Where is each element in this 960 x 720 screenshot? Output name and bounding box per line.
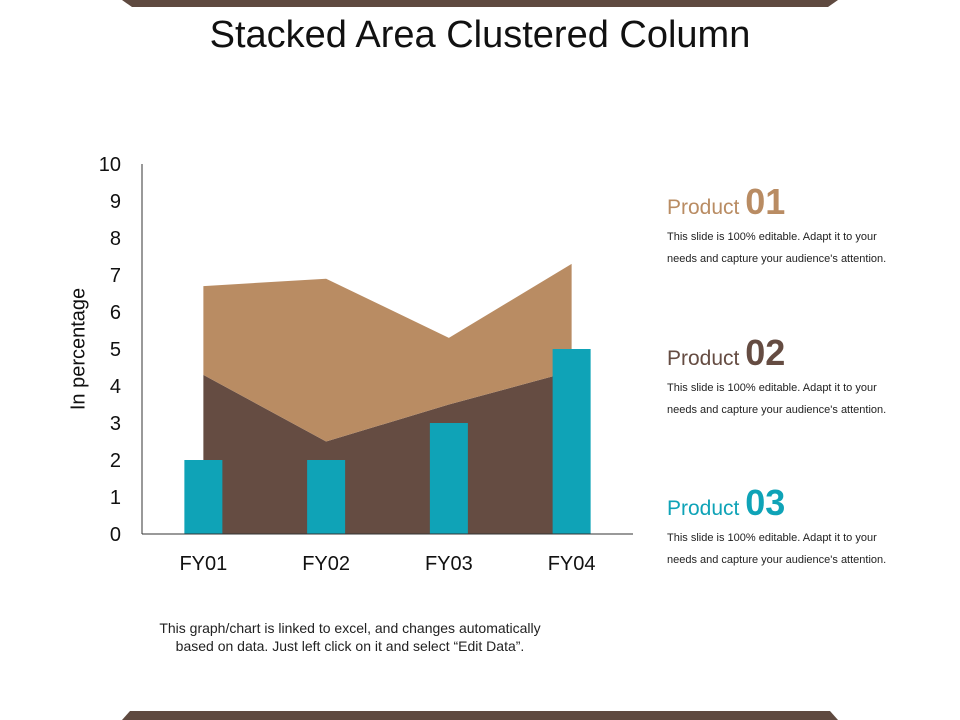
column-bar-fy03 (429, 423, 468, 534)
legend-description: This slide is 100% editable. Adapt it to… (667, 527, 947, 571)
legend-product-03: Product 03 This slide is 100% editable. … (667, 485, 947, 571)
x-tick-label: FY01 (179, 553, 227, 575)
y-tick-label: 2 (110, 450, 121, 472)
bottom-decorative-bar (122, 711, 838, 720)
x-tick-label: FY02 (302, 553, 350, 575)
legend-desc-line: needs and capture your audience's attent… (667, 554, 887, 566)
footnote-line: based on data. Just left click on it and… (175, 638, 525, 654)
legend-desc-line: needs and capture your audience's attent… (667, 253, 887, 265)
legend-desc-line: This slide is 100% editable. Adapt it to… (667, 382, 877, 394)
legend-word: Product (667, 497, 740, 520)
y-tick-label: 7 (110, 265, 121, 287)
top-decorative-bar (122, 0, 838, 7)
legend-product-02: Product 02 This slide is 100% editable. … (667, 335, 947, 421)
column-bar-fy04 (552, 349, 591, 534)
y-tick-label: 4 (110, 376, 121, 398)
legend-word: Product (667, 196, 740, 219)
y-tick-label: 5 (110, 339, 121, 361)
legend-number: 03 (745, 482, 786, 523)
y-tick-label: 1 (110, 487, 121, 509)
footnote-line: This graph/chart is linked to excel, and… (159, 620, 541, 636)
legend-number: 01 (745, 181, 786, 222)
legend-desc-line: needs and capture your audience's attent… (667, 404, 887, 416)
legend-heading: Product 01 (667, 184, 947, 226)
legend-description: This slide is 100% editable. Adapt it to… (667, 377, 947, 421)
legend-word: Product (667, 347, 740, 370)
y-tick-label: 10 (99, 154, 121, 176)
area-series-2 (203, 263, 572, 442)
area-series-1 (203, 371, 572, 534)
y-tick-label: 9 (110, 191, 121, 213)
y-tick-label: 6 (110, 302, 121, 324)
y-axis-label: In percentage (67, 287, 90, 411)
column-bar-fy01 (184, 460, 223, 534)
y-tick-label: 8 (110, 228, 121, 250)
legend-number: 02 (745, 332, 786, 373)
page-title: Stacked Area Clustered Column (209, 14, 751, 56)
x-tick-label: FY03 (425, 553, 473, 575)
x-tick-label: FY04 (548, 553, 596, 575)
column-bar-fy02 (307, 460, 346, 534)
legend-desc-line: This slide is 100% editable. Adapt it to… (667, 231, 877, 243)
legend-heading: Product 02 (667, 335, 947, 377)
footnote: This graph/chart is linked to excel, and… (110, 619, 590, 655)
legend-product-01: Product 01 This slide is 100% editable. … (667, 184, 947, 270)
y-tick-label: 3 (110, 413, 121, 435)
legend-description: This slide is 100% editable. Adapt it to… (667, 226, 947, 270)
y-tick-label: 0 (110, 524, 121, 546)
legend-heading: Product 03 (667, 485, 947, 527)
legend-desc-line: This slide is 100% editable. Adapt it to… (667, 532, 877, 544)
